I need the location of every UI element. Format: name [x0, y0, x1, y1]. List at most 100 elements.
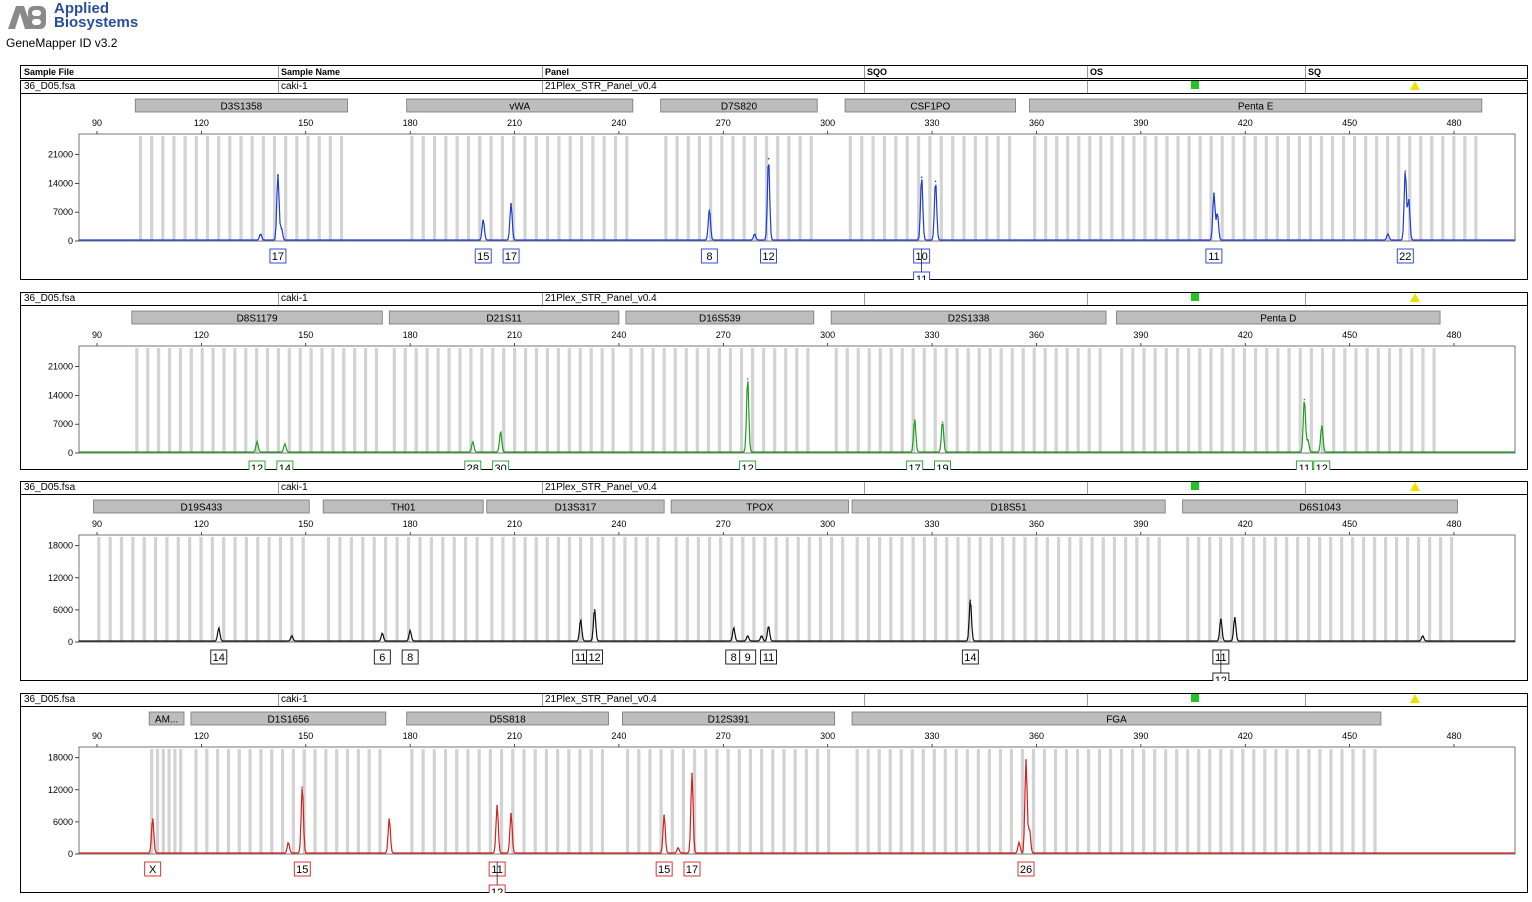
- allele-call[interactable]: 9: [739, 649, 757, 665]
- allele-label: 12: [1215, 675, 1227, 681]
- marker-d3s1358[interactable]: D3S1358: [134, 98, 348, 113]
- marker-th01[interactable]: TH01: [322, 499, 484, 514]
- marker-d21s11[interactable]: D21S11: [388, 310, 620, 325]
- allele-call[interactable]: 6: [373, 649, 391, 665]
- col-os[interactable]: OS: [1090, 67, 1104, 77]
- marker-d19s433[interactable]: D19S433: [93, 499, 310, 514]
- sample-name-cell[interactable]: caki-1: [281, 293, 308, 304]
- allele-call[interactable]: 14: [961, 649, 979, 665]
- allele-call[interactable]: 12: [248, 460, 266, 470]
- allele-call[interactable]: 19: [934, 460, 951, 470]
- marker-am-[interactable]: AM...: [148, 711, 185, 726]
- sample-info-row[interactable]: 36_D05.fsa caki-1 21Plex_STR_Panel_v0.4: [21, 482, 1527, 495]
- allele-call[interactable]: 26: [1017, 861, 1035, 877]
- allele-call[interactable]: 12: [586, 649, 604, 665]
- allele-bin: [888, 749, 892, 854]
- col-sq[interactable]: SQ: [1308, 67, 1322, 77]
- marker-d8s1179[interactable]: D8S1179: [131, 310, 383, 325]
- os-ok-icon[interactable]: [1191, 81, 1199, 89]
- os-ok-icon[interactable]: [1191, 694, 1199, 702]
- panel-cell[interactable]: 21Plex_STR_Panel_v0.4: [545, 81, 657, 92]
- allele-bin: [142, 537, 146, 642]
- allele-call[interactable]: 15: [474, 248, 492, 264]
- marker-penta-d[interactable]: Penta D: [1116, 310, 1441, 325]
- marker-vwa[interactable]: vWA: [406, 98, 634, 113]
- allele-bin: [211, 348, 215, 453]
- allele-call[interactable]: 15: [293, 861, 311, 877]
- sample-file-cell[interactable]: 36_D05.fsa: [24, 694, 76, 705]
- allele-call[interactable]: 11: [572, 649, 590, 665]
- allele-call[interactable]: 15: [655, 861, 673, 877]
- col-sample-name[interactable]: Sample Name: [281, 67, 341, 77]
- allele-call[interactable]: 11: [913, 271, 931, 280]
- allele-call[interactable]: 28: [464, 460, 482, 470]
- marker-d1s1656[interactable]: D1S1656: [190, 711, 387, 726]
- allele-call[interactable]: 14: [276, 460, 294, 470]
- col-sqo[interactable]: SQO: [867, 67, 888, 77]
- allele-call[interactable]: 17: [683, 861, 701, 877]
- allele-call[interactable]: 14: [210, 649, 228, 665]
- allele-bin: [233, 537, 237, 642]
- electropherogram[interactable]: D8S1179 D21S11 D16S539 D2S1338 Penta D90 120 1…: [21, 306, 1527, 470]
- marker-tpox[interactable]: TPOX: [670, 499, 849, 514]
- electropherogram[interactable]: D3S1358 vWA D7S820 CSF1PO Penta E90 120 150 180…: [21, 94, 1527, 280]
- sq-warning-icon[interactable]: [1410, 81, 1420, 90]
- marker-d12s391[interactable]: D12S391: [622, 711, 836, 726]
- sample-info-row[interactable]: 36_D05.fsa caki-1 21Plex_STR_Panel_v0.4: [21, 694, 1527, 707]
- sample-name-cell[interactable]: caki-1: [281, 694, 308, 705]
- allele-call[interactable]: 12: [739, 460, 757, 470]
- allele-bin: [578, 348, 582, 453]
- sample-file-cell[interactable]: 36_D05.fsa: [24, 81, 76, 92]
- marker-fga[interactable]: FGA: [851, 711, 1382, 726]
- allele-call[interactable]: 12: [488, 884, 506, 893]
- allele-call[interactable]: 11: [1205, 248, 1223, 264]
- marker-csf1po[interactable]: CSF1PO: [844, 98, 1016, 113]
- sample-file-cell[interactable]: 36_D05.fsa: [24, 482, 76, 493]
- allele-call[interactable]: 17: [906, 460, 924, 470]
- sample-name-cell[interactable]: caki-1: [281, 482, 308, 493]
- allele-call[interactable]: 11: [1295, 460, 1313, 470]
- allele-call[interactable]: 11: [760, 649, 777, 665]
- marker-d6s1043[interactable]: D6S1043: [1182, 499, 1458, 514]
- panel-cell[interactable]: 21Plex_STR_Panel_v0.4: [545, 694, 657, 705]
- allele-call[interactable]: 12: [1212, 672, 1230, 681]
- marker-d18s51[interactable]: D18S51: [851, 499, 1166, 514]
- os-ok-icon[interactable]: [1191, 482, 1199, 490]
- allele-call[interactable]: 12: [760, 248, 777, 264]
- allele-label: 11: [1299, 463, 1310, 470]
- marker-d7s820[interactable]: D7S820: [660, 98, 818, 113]
- allele-bin: [178, 348, 183, 453]
- sample-info-row[interactable]: 36_D05.fsa caki-1 21Plex_STR_Panel_v0.4: [21, 293, 1527, 306]
- sample-name-cell[interactable]: caki-1: [281, 81, 308, 92]
- allele-bin: [910, 749, 914, 854]
- allele-call[interactable]: 30: [492, 460, 510, 470]
- sq-warning-icon[interactable]: [1410, 482, 1420, 491]
- allele-call[interactable]: 12: [1313, 460, 1331, 470]
- marker-d5s818[interactable]: D5S818: [406, 711, 609, 726]
- col-sample-file[interactable]: Sample File: [24, 67, 75, 77]
- sample-info-row[interactable]: 36_D05.fsa caki-1 21Plex_STR_Panel_v0.4: [21, 81, 1527, 94]
- sq-warning-icon[interactable]: [1410, 293, 1420, 302]
- allele-bin: [1187, 348, 1191, 453]
- allele-call[interactable]: 17: [502, 248, 520, 264]
- panel-cell[interactable]: 21Plex_STR_Panel_v0.4: [545, 482, 657, 493]
- sample-file-cell[interactable]: 36_D05.fsa: [24, 293, 76, 304]
- sq-warning-icon[interactable]: [1410, 694, 1420, 703]
- allele-call[interactable]: 8: [700, 248, 718, 264]
- allele-bin: [601, 537, 605, 642]
- panel-cell[interactable]: 21Plex_STR_Panel_v0.4: [545, 293, 657, 304]
- os-ok-icon[interactable]: [1191, 293, 1199, 301]
- allele-call[interactable]: 17: [269, 248, 287, 264]
- allele-bin: [1452, 136, 1456, 241]
- marker-d2s1338[interactable]: D2S1338: [830, 310, 1107, 325]
- allele-call[interactable]: 22: [1396, 248, 1414, 264]
- marker-d13s317[interactable]: D13S317: [486, 499, 665, 514]
- marker-d16s539[interactable]: D16S539: [625, 310, 815, 325]
- marker-penta-e[interactable]: Penta E: [1029, 98, 1483, 113]
- allele-bin: [1220, 348, 1224, 453]
- allele-call[interactable]: X: [144, 861, 162, 877]
- col-panel[interactable]: Panel: [545, 67, 570, 77]
- allele-call[interactable]: 8: [401, 649, 419, 665]
